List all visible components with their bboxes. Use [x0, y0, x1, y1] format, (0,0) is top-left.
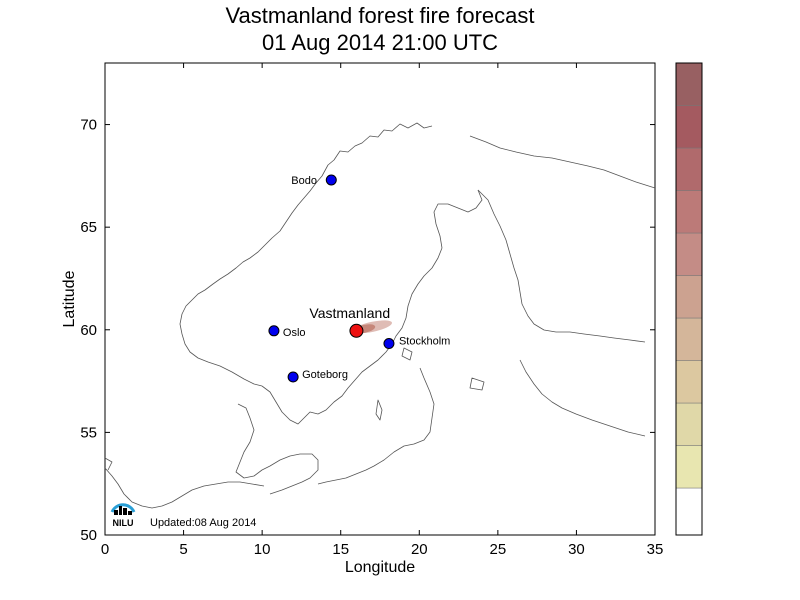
fire-marker-group: Vastmanland [309, 305, 390, 338]
title-line-2: 01 Aug 2014 21:00 UTC [261, 30, 499, 55]
logo-text: NILU [113, 518, 134, 528]
logo-arc-icon [110, 503, 136, 513]
city-label: Oslo [283, 327, 306, 339]
coastline-norway-west [179, 122, 433, 387]
logo-building-icon [114, 510, 118, 515]
y-tick-label: 65 [80, 219, 97, 236]
y-tick-label: 70 [80, 117, 97, 134]
y-tick-label: 50 [80, 527, 97, 544]
coastline-aland [401, 347, 413, 361]
colorbar-segment [675, 62, 703, 106]
city-label: Goteborg [302, 369, 348, 381]
city-marker [268, 325, 280, 337]
coastline-kola [469, 135, 656, 189]
y-tick-label: 55 [80, 424, 97, 441]
colorbar-frame [675, 62, 703, 536]
logo-building-icon [123, 508, 127, 515]
city-label: Bodo [291, 175, 317, 187]
coastline-baltic-east [519, 359, 646, 437]
x-axis-label: Longitude [345, 559, 415, 576]
coastline-layer [104, 122, 656, 509]
city-marker [383, 338, 395, 350]
x-axis-ticks: 0 5 10 15 20 25 30 35 [101, 63, 664, 558]
y-axis-label: Latitude [61, 270, 78, 327]
fire-marker [349, 323, 364, 338]
colorbar-segment [675, 487, 703, 536]
x-tick-label: 20 [411, 541, 428, 558]
fire-label: Vastmanland [309, 305, 390, 321]
y-tick-label: 60 [80, 322, 97, 339]
coastline-denmark [235, 403, 319, 495]
x-tick-label: 30 [568, 541, 585, 558]
colorbar-segment [675, 190, 703, 234]
chart-title: Vastmanland forest fire forecast 01 Aug … [105, 2, 655, 56]
logo-building-icon [128, 511, 132, 515]
coastline-gulf-bothnia [433, 189, 483, 249]
colorbar-segment [675, 360, 703, 404]
x-tick-label: 10 [254, 541, 271, 558]
coastline-ireland [104, 457, 113, 471]
colorbar-segment [675, 275, 703, 319]
x-tick-label: 25 [490, 541, 507, 558]
colorbar-segment [675, 445, 703, 489]
colorbar-segment [675, 232, 703, 276]
colorbar [675, 62, 703, 536]
logo-building-icon [119, 506, 122, 515]
city-label: Stockholm [399, 336, 450, 348]
x-tick-label: 5 [179, 541, 187, 558]
updated-timestamp: Updated:08 Aug 2014 [150, 517, 256, 529]
x-tick-label: 15 [332, 541, 349, 558]
coastline-finland [477, 189, 646, 343]
coastline-saaremaa [469, 377, 485, 391]
y-axis-ticks: 50 55 60 65 70 [80, 117, 655, 544]
colorbar-segment [675, 147, 703, 191]
title-line-1: Vastmanland forest fire forecast [225, 3, 535, 28]
city-marker [325, 174, 337, 186]
coastline-gotland [375, 399, 383, 421]
coastline-continent [104, 467, 265, 509]
coastline-sweden [261, 247, 443, 425]
city-markers: Bodo Oslo Goteborg Stockholm [268, 174, 450, 383]
nilu-logo: NILU [110, 503, 136, 528]
coastline-baltic [317, 367, 435, 485]
colorbar-segment [675, 105, 703, 149]
colorbar-segment [675, 317, 703, 361]
city-marker [287, 371, 299, 383]
colorbar-segment [675, 402, 703, 446]
x-tick-label: 0 [101, 541, 109, 558]
plot-area [104, 62, 656, 536]
x-tick-label: 35 [647, 541, 664, 558]
